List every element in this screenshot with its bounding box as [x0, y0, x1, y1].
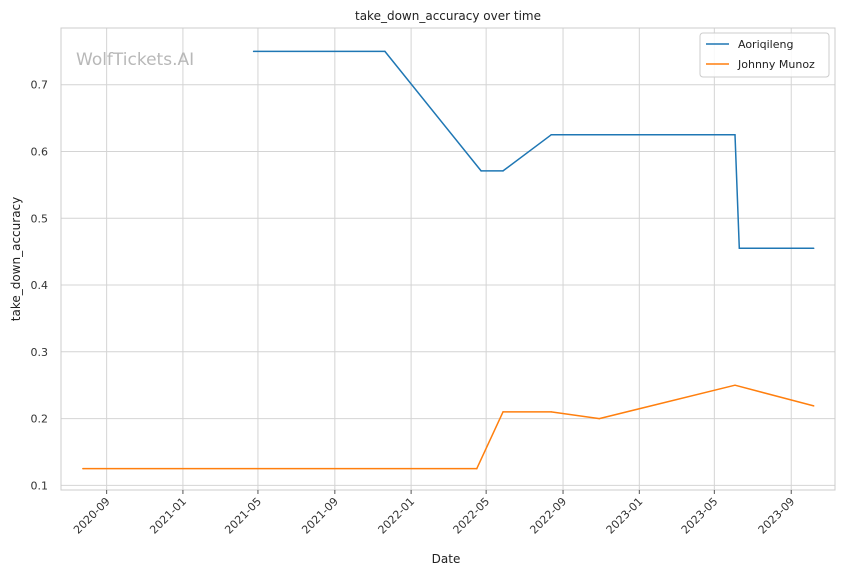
data-point-aoriqileng-5 — [734, 134, 736, 136]
y-tick-label-0.1: 0.1 — [31, 479, 49, 492]
data-point-johnny-munoz-4 — [598, 417, 601, 420]
data-point-johnny-munoz-2 — [502, 411, 504, 413]
y-tick-label-0.6: 0.6 — [31, 146, 49, 159]
data-point-johnny-munoz-0 — [82, 467, 84, 470]
watermark: WolfTickets.AI — [76, 50, 194, 70]
y-tick-label-0.3: 0.3 — [31, 346, 49, 359]
y-axis-label: take_down_accuracy — [9, 197, 23, 321]
y-axis-ticks: 0.1 0.2 0.3 0.4 0.5 0.6 0.7 — [31, 79, 49, 493]
data-point-aoriqileng-0 — [252, 50, 255, 53]
data-point-johnny-munoz-3 — [550, 411, 552, 413]
y-tick-label-0.5: 0.5 — [31, 212, 49, 225]
legend-label-johnny-munoz: Johnny Munoz — [737, 58, 815, 71]
legend-box — [699, 32, 830, 78]
y-tick-label-0.2: 0.2 — [31, 413, 49, 426]
data-point-aoriqileng-7 — [812, 247, 815, 250]
data-point-aoriqileng-3 — [502, 170, 504, 172]
chart-title: take_down_accuracy over time — [355, 9, 541, 23]
data-point-johnny-munoz-6 — [812, 405, 815, 407]
data-point-johnny-munoz-1 — [476, 467, 478, 470]
data-point-aoriqileng-4 — [550, 134, 552, 136]
data-point-aoriqileng-6 — [738, 247, 741, 250]
grid — [61, 28, 835, 490]
y-tick-label-0.4: 0.4 — [31, 279, 49, 292]
plot-frame — [60, 27, 836, 491]
legend-label-aoriqileng: Aoriqileng — [738, 38, 793, 51]
legend: Aoriqileng Johnny Munoz — [699, 32, 830, 78]
data-point-aoriqileng-2 — [480, 170, 482, 172]
series-line-aoriqileng — [253, 50, 814, 250]
series-lines — [82, 50, 815, 470]
x-axis-label: Date — [432, 552, 461, 566]
data-point-aoriqileng-1 — [384, 50, 386, 53]
data-point-johnny-munoz-5 — [734, 384, 736, 386]
y-tick-label-0.7: 0.7 — [31, 79, 49, 92]
